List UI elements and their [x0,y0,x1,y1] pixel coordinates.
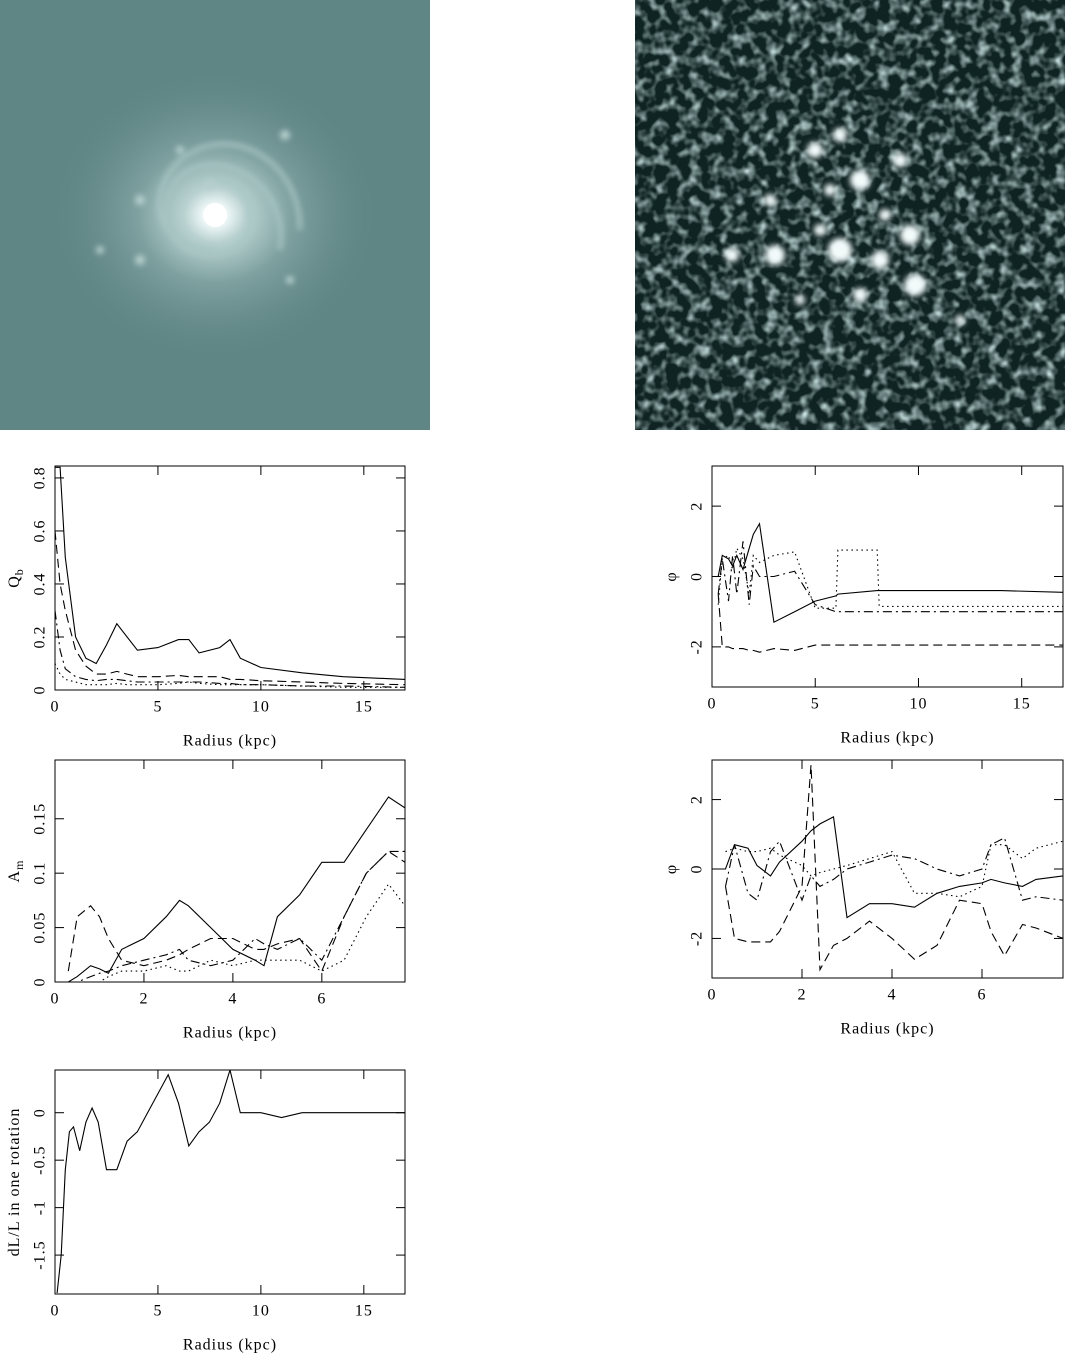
plot-frame [54,759,406,983]
data-line [55,610,405,688]
y-axis-label-text: φ [663,864,680,874]
y-axis-label: φ [663,571,680,581]
data-line [68,850,405,982]
x-tick-label: 15 [1013,696,1031,713]
y-axis-label: φ [663,864,680,874]
y-tick-label: 0 [32,686,49,695]
y-tick-label: 0 [32,978,49,987]
data-line [55,466,405,680]
x-tick-label: 6 [978,987,987,1004]
x-tick-label: 5 [153,1303,162,1320]
x-tick-label: 15 [355,699,373,716]
x-tick-label: 4 [888,987,897,1004]
y-tick-label: 0.05 [32,912,49,944]
y-tick-label: 0 [689,572,706,581]
y-axis-label: dL/L in one rotation [6,1108,23,1257]
x-tick-label: 4 [228,991,237,1008]
y-tick-label: 2 [689,502,706,511]
x-tick-label: 10 [252,1303,270,1320]
data-line [712,816,1063,919]
y-tick-label: -0.5 [32,1146,49,1175]
y-tick-label: 2 [689,795,706,804]
x-tick-label: 2 [798,987,807,1004]
data-line [717,594,1063,653]
y-axis-label-sub: b [12,568,26,575]
data-line [67,850,405,973]
y-axis-label-text: φ [663,571,680,581]
y-tick-label: 0.8 [32,466,49,489]
x-tick-label: 0 [51,991,60,1008]
y-axis-label-text: Q [6,575,23,588]
y-axis-label-sub: m [12,860,26,870]
data-line [724,837,1063,902]
y-tick-label: 0.2 [32,625,49,648]
x-tick-label: 6 [317,991,326,1008]
y-tick-label: 0.1 [32,862,49,885]
x-tick-label: 0 [51,1303,60,1320]
x-tick-label: 10 [909,696,927,713]
y-tick-label: -2 [689,931,706,946]
x-tick-label: 15 [355,1303,373,1320]
y-tick-label: 0 [32,1108,49,1117]
y-axis-label-text: A [6,870,23,883]
x-tick-label: 0 [708,987,717,1004]
x-axis-label: Radius (kpc) [183,733,277,750]
x-tick-label: 0 [51,699,60,716]
x-tick-label: 10 [252,699,270,716]
data-line [717,546,1063,609]
x-axis-label: Radius (kpc) [840,730,934,747]
data-line [724,764,1063,972]
y-axis-label: Am [6,860,26,883]
data-line [68,883,405,982]
y-tick-label: -1.5 [32,1240,49,1269]
x-axis-label: Radius (kpc) [840,1021,934,1038]
plot-frame [54,1069,406,1295]
y-tick-label: -2 [689,639,706,654]
y-tick-label: 0.4 [32,572,49,595]
plot-frame [711,759,1064,979]
y-tick-label: 0.6 [32,519,49,542]
x-tick-label: 2 [139,991,148,1008]
y-axis-label-text: dL/L in one rotation [6,1108,23,1257]
x-tick-label: 0 [708,696,717,713]
data-line [55,530,405,686]
residual-image [635,0,1065,430]
plot-frame [54,465,406,691]
y-tick-label: 0.15 [32,803,49,835]
x-tick-label: 5 [811,696,820,713]
x-axis-label: Radius (kpc) [183,1025,277,1042]
y-tick-label: 0 [689,865,706,874]
galaxy-image [0,0,430,430]
y-axis-label: Qb [6,568,26,588]
data-line [717,522,1063,624]
x-axis-label: Radius (kpc) [183,1337,277,1354]
x-tick-label: 5 [153,699,162,716]
data-line [68,796,405,982]
data-line [717,541,1063,613]
y-tick-label: -1 [32,1200,49,1215]
data-line [56,1070,405,1294]
data-line [725,840,1063,898]
